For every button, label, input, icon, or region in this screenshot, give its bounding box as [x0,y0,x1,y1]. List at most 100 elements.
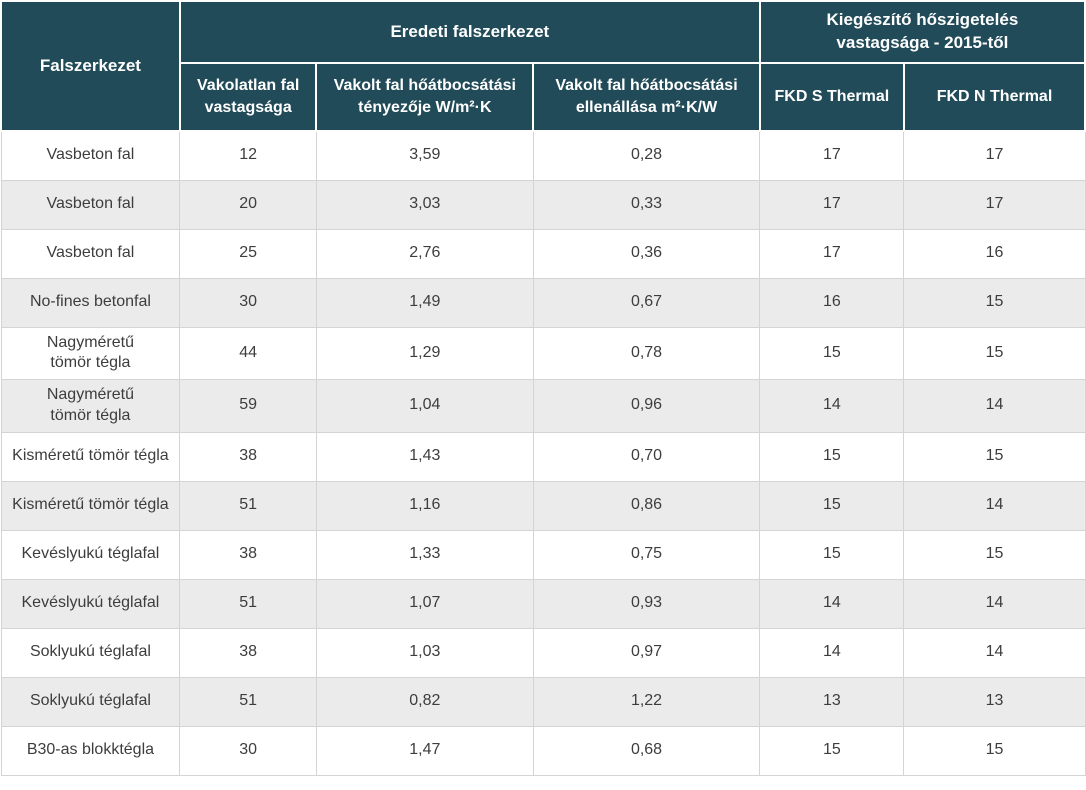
table-row: Soklyukú téglafal 51 0,82 1,22 13 13 [0,676,1086,727]
value-cell: 17 [759,130,905,181]
table-row: Kisméretű tömör tégla 51 1,16 0,86 15 14 [0,480,1086,531]
table-row: Vasbeton fal 20 3,03 0,33 17 17 [0,179,1086,230]
value-cell: 25 [179,228,317,279]
value-cell: 14 [759,578,905,629]
value-cell: 1,43 [315,431,534,482]
value-cell: 16 [903,228,1086,279]
value-cell: 15 [759,326,905,381]
wall-type-cell: Kisméretű tömör tégla [0,480,181,531]
table-row: Vasbeton fal 25 2,76 0,36 17 16 [0,228,1086,279]
value-cell: 0,28 [532,130,761,181]
value-cell: 14 [759,627,905,678]
value-cell: 12 [179,130,317,181]
table-row: No-fines betonfal 30 1,49 0,67 16 15 [0,277,1086,328]
header-group-kiegeszito-hoszigeteles: Kiegészítő hőszigetelés vastagsága - 201… [758,0,1086,64]
value-cell: 14 [759,379,905,433]
value-cell: 0,78 [532,326,761,381]
header-falszerkezet: Falszerkezet [0,0,181,132]
value-cell: 1,16 [315,480,534,531]
value-cell: 0,75 [532,529,761,580]
table-row: Kisméretű tömör tégla 38 1,43 0,70 15 15 [0,431,1086,482]
value-cell: 17 [759,179,905,230]
wall-type-cell: Kevéslyukú téglafal [0,529,181,580]
value-cell: 0,86 [532,480,761,531]
value-cell: 59 [179,379,317,433]
value-cell: 30 [179,277,317,328]
value-cell: 30 [179,725,317,776]
wall-type-cell: Nagyméretű tömör tégla [0,379,181,433]
wall-type-cell: No-fines betonfal [0,277,181,328]
value-cell: 17 [903,179,1086,230]
value-cell: 17 [903,130,1086,181]
value-cell: 38 [179,627,317,678]
value-cell: 15 [903,277,1086,328]
wall-type-cell: Kisméretű tömör tégla [0,431,181,482]
wall-type-cell: Soklyukú téglafal [0,676,181,727]
value-cell: 0,93 [532,578,761,629]
value-cell: 38 [179,431,317,482]
header-sub-row: Vakolatlan fal vastagsága Vakolt fal hőá… [1,62,1086,132]
value-cell: 51 [179,676,317,727]
value-cell: 1,33 [315,529,534,580]
value-cell: 1,29 [315,326,534,381]
value-cell: 0,36 [532,228,761,279]
value-cell: 51 [179,578,317,629]
value-cell: 1,07 [315,578,534,629]
value-cell: 14 [903,379,1086,433]
value-cell: 15 [759,529,905,580]
value-cell: 3,59 [315,130,534,181]
table-body: Vasbeton fal 12 3,59 0,28 17 17 Vasbeton… [0,130,1086,776]
header-group-row: Falszerkezet Eredeti falszerkezet Kiegés… [0,0,1086,132]
value-cell: 13 [903,676,1086,727]
header-vakolt-fal-ellenallasa: Vakolt fal hőátbocsátási ellenállása m²·… [532,62,761,132]
wall-type-cell: Vasbeton fal [0,130,181,181]
value-cell: 1,22 [532,676,761,727]
value-cell: 15 [759,431,905,482]
table-row: B30-as blokktégla 30 1,47 0,68 15 15 [0,725,1086,776]
wall-type-cell: Vasbeton fal [0,228,181,279]
value-cell: 44 [179,326,317,381]
header-fkd-s-thermal: FKD S Thermal [758,62,905,132]
value-cell: 15 [759,725,905,776]
value-cell: 1,03 [315,627,534,678]
value-cell: 13 [759,676,905,727]
value-cell: 15 [903,431,1086,482]
value-cell: 0,70 [532,431,761,482]
value-cell: 16 [759,277,905,328]
table-row: Nagyméretű tömör tégla 59 1,04 0,96 14 1… [0,379,1086,433]
header-group-eredeti-falszerkezet: Eredeti falszerkezet [178,0,761,64]
value-cell: 14 [903,627,1086,678]
table-row: Kevéslyukú téglafal 38 1,33 0,75 15 15 [0,529,1086,580]
table-row: Vasbeton fal 12 3,59 0,28 17 17 [0,130,1086,181]
wall-type-cell: Kevéslyukú téglafal [0,578,181,629]
value-cell: 1,47 [315,725,534,776]
value-cell: 2,76 [315,228,534,279]
table-row: Kevéslyukú téglafal 51 1,07 0,93 14 14 [0,578,1086,629]
header-vakolatlan-fal-vastagsaga: Vakolatlan fal vastagsága [178,62,318,132]
wall-type-cell: Soklyukú téglafal [0,627,181,678]
value-cell: 0,67 [532,277,761,328]
value-cell: 0,68 [532,725,761,776]
header-vakolt-fal-tenyezoje: Vakolt fal hőátbocsátási tényezője W/m²·… [315,62,535,132]
header-fkd-n-thermal: FKD N Thermal [902,62,1086,132]
value-cell: 20 [179,179,317,230]
value-cell: 17 [759,228,905,279]
table-row: Soklyukú téglafal 38 1,03 0,97 14 14 [0,627,1086,678]
value-cell: 14 [903,480,1086,531]
wall-type-cell: B30-as blokktégla [0,725,181,776]
value-cell: 38 [179,529,317,580]
value-cell: 1,04 [315,379,534,433]
value-cell: 14 [903,578,1086,629]
value-cell: 15 [759,480,905,531]
value-cell: 0,97 [532,627,761,678]
value-cell: 0,96 [532,379,761,433]
value-cell: 3,03 [315,179,534,230]
value-cell: 0,82 [315,676,534,727]
table-header: Falszerkezet Eredeti falszerkezet Kiegés… [0,0,1086,132]
wall-type-cell: Nagyméretű tömör tégla [0,326,181,381]
wall-type-cell: Vasbeton fal [0,179,181,230]
value-cell: 15 [903,529,1086,580]
value-cell: 1,49 [315,277,534,328]
value-cell: 15 [903,725,1086,776]
